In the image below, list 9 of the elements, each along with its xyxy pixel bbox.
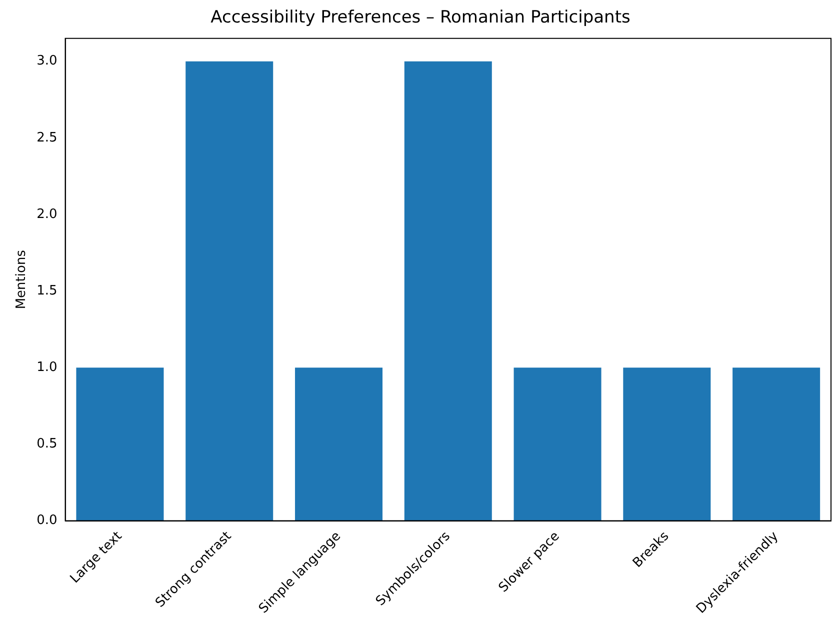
y-axis-title: Mentions xyxy=(14,250,30,310)
y-tick-label: 1.5 xyxy=(36,283,58,298)
y-tick-label: 2.5 xyxy=(36,130,58,146)
y-tick-label: 0.0 xyxy=(36,513,58,528)
y-tick-label: 3.0 xyxy=(36,54,58,69)
y-tick-label: 0.5 xyxy=(36,436,58,452)
y-tick-label: 1.0 xyxy=(36,360,58,376)
chart-title: Accessibility Preferences – Romanian Participants xyxy=(210,8,630,28)
y-tick-label: 2.0 xyxy=(36,206,58,222)
